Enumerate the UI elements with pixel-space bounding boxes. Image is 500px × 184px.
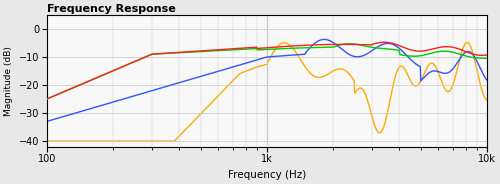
Text: Frequency Response: Frequency Response: [47, 4, 176, 14]
X-axis label: Frequency (Hz): Frequency (Hz): [228, 170, 306, 180]
Y-axis label: Magnitude (dB): Magnitude (dB): [4, 46, 13, 116]
